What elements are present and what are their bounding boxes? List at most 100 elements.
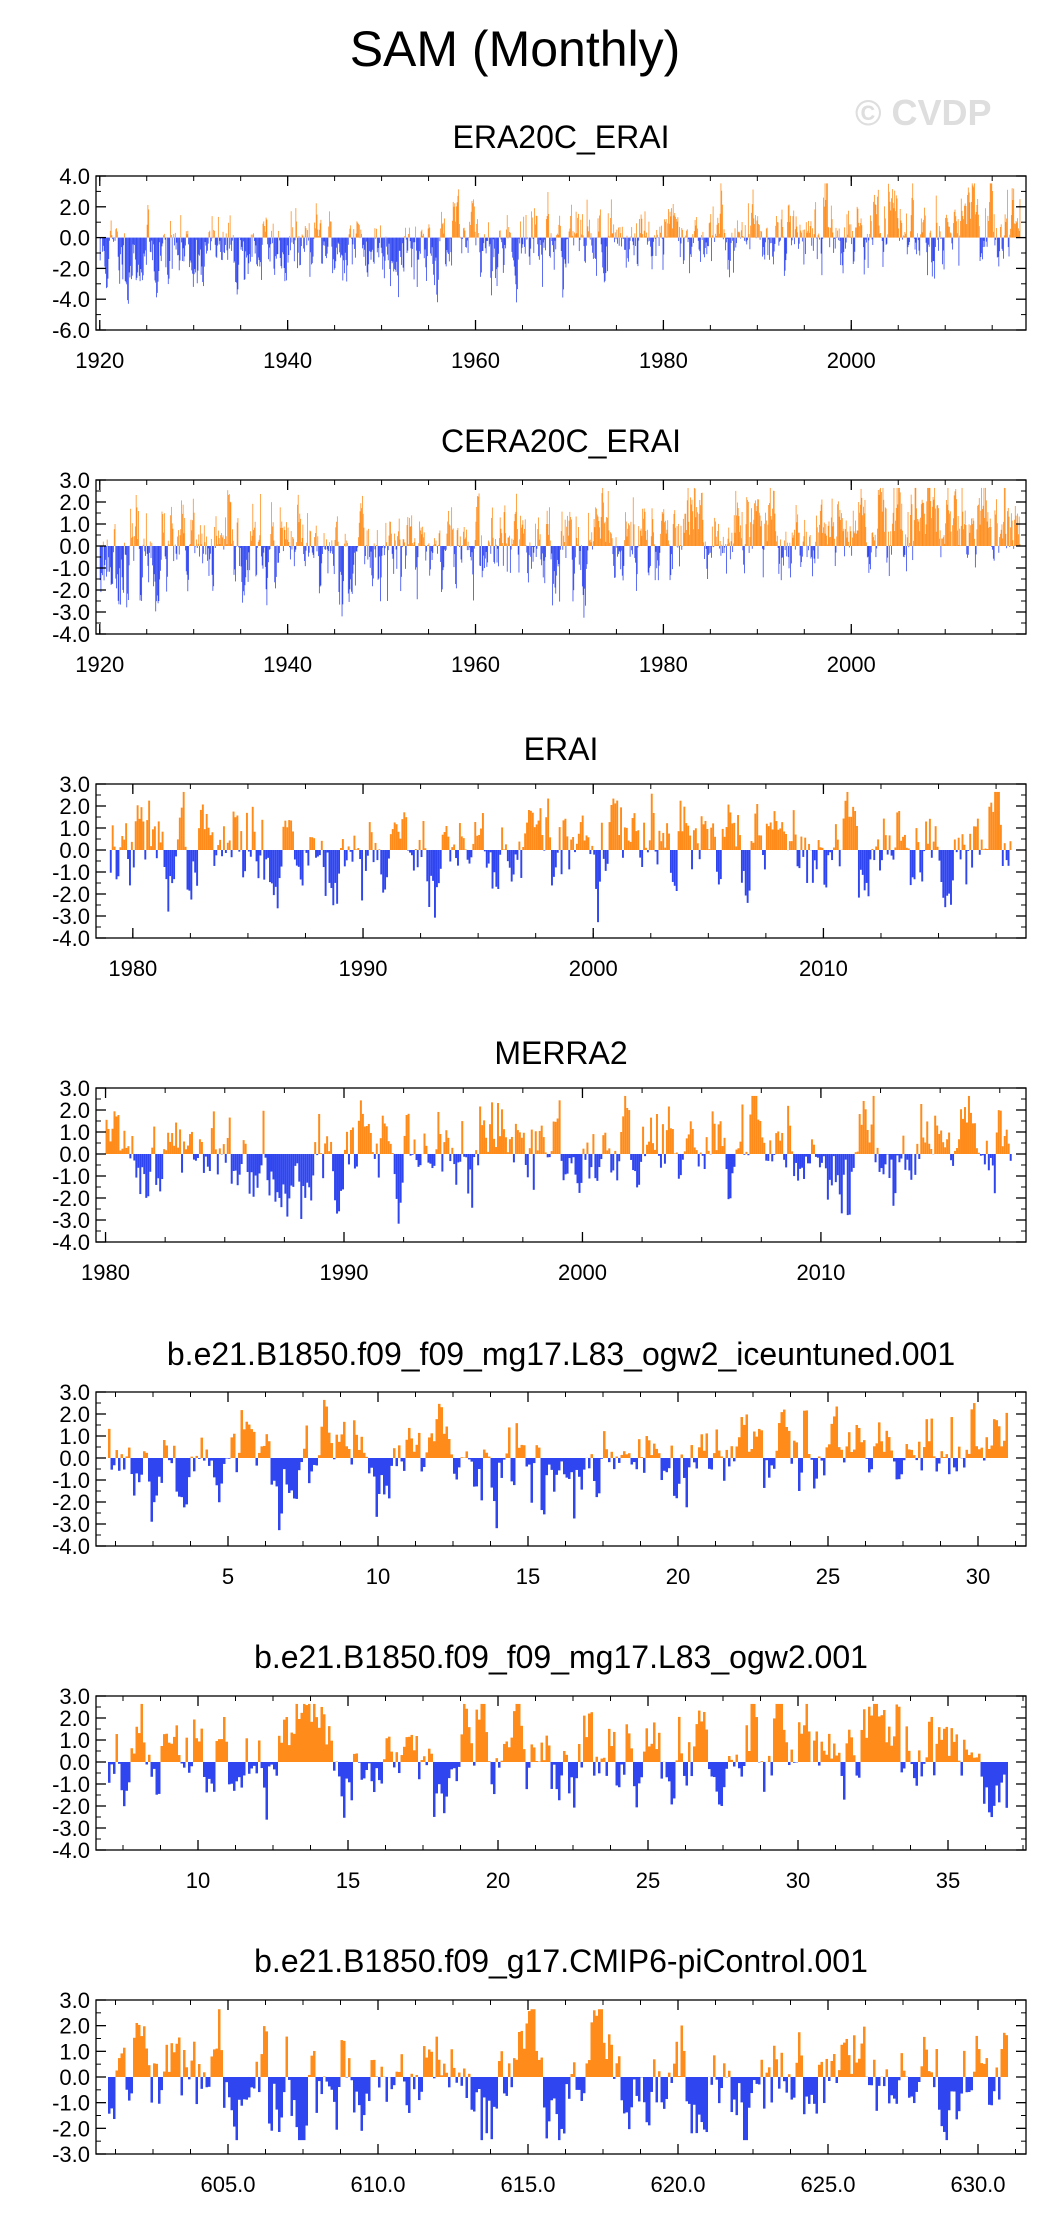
- bar: [763, 1142, 766, 1154]
- bar: [312, 237, 314, 257]
- bar: [725, 1154, 728, 1170]
- bar: [296, 542, 298, 546]
- bar: [766, 227, 768, 238]
- bar: [226, 1137, 229, 1154]
- bar: [852, 1154, 855, 1168]
- bar: [963, 219, 964, 238]
- bar: [830, 1758, 833, 1762]
- bar: [211, 832, 214, 850]
- bar: [470, 1458, 473, 1462]
- bar: [203, 237, 204, 287]
- bar: [196, 539, 197, 546]
- bar: [295, 208, 297, 238]
- bar: [605, 1449, 608, 1458]
- bar: [726, 546, 727, 574]
- bar: [705, 2077, 708, 2133]
- bar: [425, 1452, 428, 1458]
- bar: [301, 538, 303, 546]
- bar: [381, 546, 383, 556]
- bar: [805, 237, 806, 255]
- bar: [560, 1762, 563, 1776]
- bar: [140, 1703, 143, 1762]
- bar: [535, 1761, 538, 1762]
- bar: [940, 546, 942, 558]
- bar: [835, 227, 837, 238]
- bar: [885, 237, 887, 245]
- bar: [425, 546, 427, 561]
- bar: [623, 1451, 626, 1458]
- bar: [690, 504, 692, 546]
- bar: [828, 227, 830, 238]
- x-tick-label: 2010: [796, 1260, 845, 1285]
- bar: [613, 1458, 616, 1470]
- bar: [643, 1458, 646, 1473]
- bar: [697, 529, 699, 546]
- bar: [739, 1141, 742, 1154]
- bar: [555, 546, 557, 594]
- bar: [451, 1147, 454, 1154]
- bar: [218, 538, 220, 546]
- bar: [475, 1709, 478, 1762]
- bar: [247, 850, 250, 852]
- bar: [353, 546, 355, 565]
- bar: [953, 223, 954, 238]
- bar: [457, 1154, 460, 1163]
- bar: [190, 1762, 193, 1767]
- bar: [953, 1741, 956, 1762]
- bar: [911, 504, 913, 546]
- bar: [693, 487, 695, 546]
- bar: [570, 839, 573, 850]
- bar: [850, 224, 852, 238]
- bar: [836, 1154, 839, 1176]
- bar: [208, 1458, 211, 1466]
- bar: [433, 544, 435, 546]
- bar: [477, 233, 479, 238]
- bar: [105, 546, 107, 560]
- bar: [615, 1456, 618, 1458]
- bar: [810, 2077, 813, 2095]
- bar: [107, 237, 109, 279]
- bar: [323, 237, 325, 242]
- bar: [573, 546, 575, 591]
- bar: [957, 837, 960, 850]
- bar: [513, 237, 514, 261]
- bar: [958, 1446, 961, 1458]
- bar: [580, 219, 582, 238]
- bar: [475, 1458, 478, 1487]
- bar: [680, 525, 682, 546]
- bar: [110, 1762, 113, 1765]
- bar: [120, 1454, 123, 1458]
- bar: [586, 546, 588, 565]
- bar: [815, 1458, 818, 1479]
- bar: [305, 2077, 308, 2126]
- bar: [260, 1154, 263, 1166]
- bar: [742, 546, 744, 551]
- bar: [455, 1458, 458, 1480]
- bar: [591, 237, 593, 246]
- x-tick-label: 1990: [339, 956, 388, 981]
- bar: [753, 519, 755, 546]
- bar: [641, 850, 644, 867]
- bar: [295, 850, 298, 866]
- bar: [247, 546, 249, 582]
- bar: [505, 1741, 508, 1762]
- bar: [918, 2077, 921, 2082]
- bar: [202, 1154, 205, 1173]
- bar: [490, 1458, 493, 1488]
- bar: [719, 213, 721, 238]
- bar: [898, 1458, 901, 1480]
- bar: [395, 2071, 398, 2077]
- bar: [598, 850, 601, 882]
- bar: [767, 826, 770, 850]
- bar: [791, 532, 793, 546]
- bar: [790, 1749, 793, 1762]
- bar: [646, 237, 648, 245]
- bar: [441, 546, 442, 593]
- bar: [608, 822, 611, 850]
- bar: [146, 546, 148, 554]
- bar: [200, 1141, 203, 1154]
- bar: [255, 1762, 258, 1774]
- bar: [628, 525, 630, 546]
- bar: [929, 232, 931, 238]
- bar: [438, 1762, 441, 1785]
